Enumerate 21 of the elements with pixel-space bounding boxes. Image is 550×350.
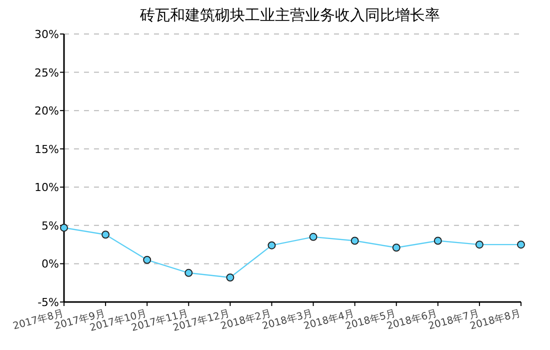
y-tick-label: 20% bbox=[34, 104, 59, 118]
y-tick-label: 5% bbox=[42, 219, 59, 232]
point bbox=[517, 240, 525, 249]
y-tick-label: 30% bbox=[34, 28, 59, 41]
point bbox=[60, 224, 68, 232]
y-tick-label: -5% bbox=[38, 296, 59, 309]
point bbox=[143, 256, 152, 264]
y-tick-label: 10% bbox=[34, 181, 59, 194]
point bbox=[268, 241, 276, 250]
title: 砖瓦和建筑砌块工业主营业务收入同比增长率 bbox=[140, 6, 440, 24]
point bbox=[309, 232, 318, 241]
y-tick-label: 25% bbox=[34, 66, 59, 80]
point bbox=[102, 230, 110, 239]
point bbox=[184, 268, 193, 277]
point bbox=[475, 240, 484, 249]
y-tick-label: 0% bbox=[42, 258, 59, 271]
point bbox=[226, 273, 234, 282]
point bbox=[350, 236, 359, 245]
point bbox=[434, 236, 442, 245]
point bbox=[392, 244, 400, 252]
y-tick-label: 15% bbox=[34, 142, 59, 156]
